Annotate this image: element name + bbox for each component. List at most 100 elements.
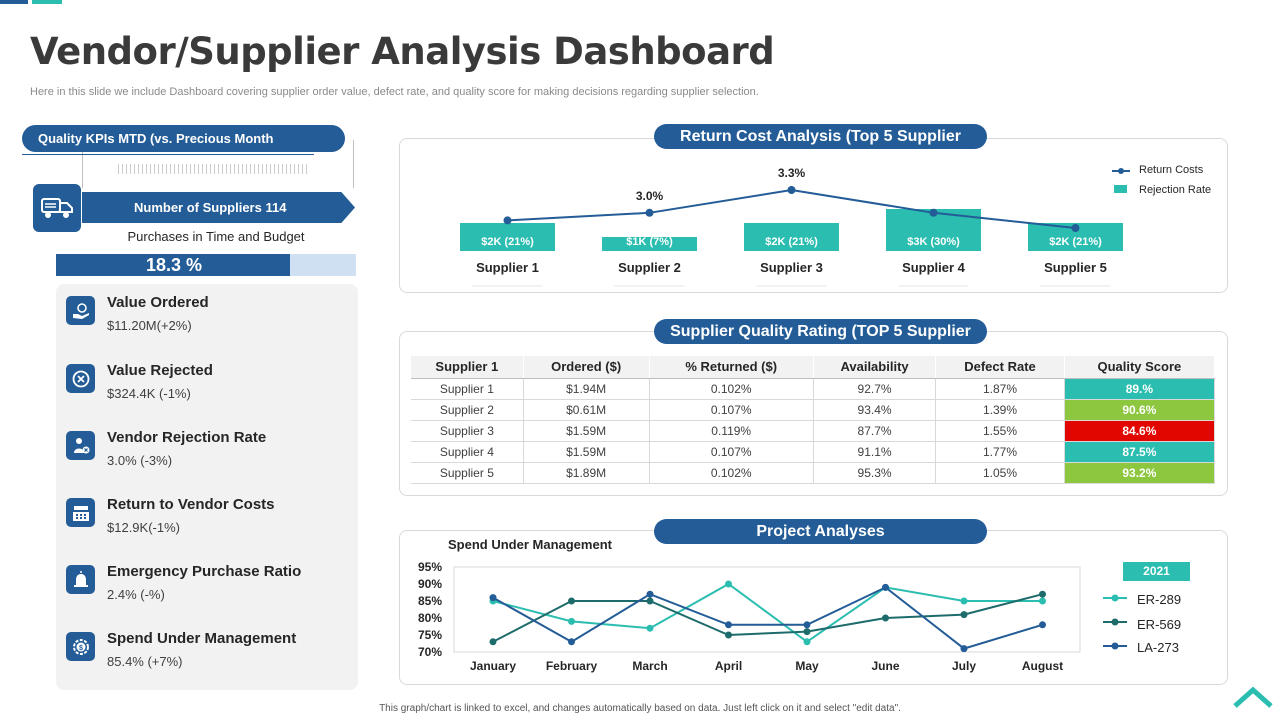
y-tick-label: 85%: [418, 594, 442, 608]
home-icon[interactable]: [1232, 684, 1274, 710]
hand-money-icon: [66, 296, 95, 325]
metrics-panel: Value Ordered $11.20M(+2%) Value Rejecte…: [56, 284, 358, 690]
footer-note: This graph/chart is linked to excel, and…: [379, 703, 901, 714]
series-line: [492, 582, 1043, 644]
series-line: [492, 586, 1043, 650]
cell-defect-rate: 1.77%: [935, 441, 1065, 463]
cell-returned: 0.102%: [649, 462, 814, 484]
return-costs-line: [507, 188, 1076, 229]
page-title: Vendor/Supplier Analysis Dashboard: [30, 30, 775, 73]
kpi-underline: [22, 154, 314, 155]
cell-quality-score: 87.5%: [1064, 441, 1216, 463]
cell-availability: 92.7%: [813, 378, 937, 400]
x-tick-label: February: [546, 659, 598, 673]
x-tick-label: March: [632, 659, 667, 673]
return-cost-title: Return Cost Analysis (Top 5 Supplier: [654, 124, 987, 149]
series-point: [646, 590, 654, 598]
rejection-rate-bar: [744, 223, 839, 251]
kpi-connector: [82, 140, 354, 188]
table-row: Supplier 3 $1.59M 0.119% 87.7% 1.55% 84.…: [411, 420, 1216, 442]
cell-quality-score: 90.6%: [1064, 399, 1216, 421]
table-row: Supplier 1 $1.94M 0.102% 92.7% 1.87% 89.…: [411, 378, 1216, 400]
series-point: [489, 594, 497, 602]
cell-returned: 0.102%: [649, 378, 814, 400]
progress-fill: [56, 254, 290, 276]
cell-quality-score: 93.2%: [1064, 462, 1216, 484]
plot-area-border: [453, 566, 1081, 653]
series-point: [568, 597, 575, 605]
legend-return-costs: Return Costs: [1139, 164, 1204, 176]
series-point: [803, 638, 811, 646]
spend-legend-marks: [1103, 594, 1127, 650]
cell-ordered: $1.59M: [523, 441, 650, 463]
cell-defect-rate: 1.55%: [935, 420, 1065, 442]
metric-vendor-rejection-rate: Vendor Rejection Rate 3.0% (-3%): [66, 429, 356, 479]
reject-circle-icon: [66, 364, 95, 393]
cell-ordered: $1.89M: [523, 462, 650, 484]
return-costs-point: [787, 186, 796, 194]
legend-la-273: LA-273: [1137, 640, 1179, 655]
column-header: Defect Rate: [935, 356, 1065, 379]
table-row: Supplier 4 $1.59M 0.107% 91.1% 1.77% 87.…: [411, 441, 1216, 463]
series-point: [882, 614, 889, 622]
table-row: Supplier 5 $1.89M 0.102% 95.3% 1.05% 93.…: [411, 462, 1216, 484]
cell-defect-rate: 1.05%: [935, 462, 1065, 484]
series-point: [568, 617, 575, 625]
cell-availability: 91.1%: [813, 441, 937, 463]
metric-spend-under-management: $ Spend Under Management 85.4% (+7%): [66, 630, 356, 680]
return-cost-card: [399, 138, 1228, 293]
table-row: Supplier 2 $0.61M 0.107% 93.4% 1.39% 90.…: [411, 399, 1216, 421]
bar-data-label: $3K (30%): [907, 236, 960, 248]
line-data-label: 3.0%: [920, 194, 948, 208]
cell-supplier: Supplier 3: [411, 420, 524, 442]
cell-ordered: $1.59M: [523, 420, 650, 442]
x-tick-label: January: [470, 659, 516, 673]
cell-ordered: $1.94M: [523, 378, 650, 400]
metric-return-to-vendor-costs: Return to Vendor Costs $12.9K(-1%): [66, 496, 356, 546]
decorative-bar-teal: [32, 0, 62, 4]
page-subtitle: Here in this slide we include Dashboard …: [30, 86, 759, 98]
return-costs-point: [929, 208, 938, 217]
column-header: Availability: [813, 356, 937, 379]
metric-value: $12.9K(-1%): [107, 520, 180, 535]
legend-marker: [1111, 642, 1119, 650]
series-point: [803, 628, 811, 636]
metric-value: 3.0% (-3%): [107, 453, 173, 468]
spend-line-chart: 95% 90% 85% 80% 75% 70% January February March Ap…: [418, 560, 1081, 673]
rejection-rate-bar: [602, 237, 697, 251]
cell-returned: 0.107%: [649, 441, 814, 463]
legend-rejection-rate: Rejection Rate: [1139, 184, 1212, 196]
y-tick-label: 95%: [418, 560, 442, 574]
metric-title: Spend Under Management: [107, 630, 297, 647]
person-reject-icon: [66, 431, 95, 460]
series-point: [1039, 590, 1046, 598]
x-tick-label: Supplier 1: [476, 260, 539, 275]
purchases-progress-bar: 18.3 %: [56, 254, 356, 276]
cell-ordered: $0.61M: [523, 399, 650, 421]
series-point: [1039, 621, 1046, 629]
metric-value-rejected: Value Rejected $324.4K (-1%): [66, 362, 356, 412]
cell-supplier: Supplier 4: [411, 441, 524, 463]
quality-rating-table: Supplier 1 Ordered ($) % Returned ($) Av…: [411, 356, 1216, 484]
dollar-gear-icon: $: [66, 632, 95, 661]
bar-data-label: $1K (7%): [626, 236, 673, 248]
metric-title: Return to Vendor Costs: [107, 496, 275, 513]
bar-data-label: $2K (21%): [1049, 236, 1102, 248]
svg-text:$: $: [79, 645, 83, 652]
series-point: [882, 583, 889, 591]
return-cost-legend-marks: [1112, 168, 1130, 193]
series-point: [960, 645, 968, 653]
cell-supplier: Supplier 5: [411, 462, 524, 484]
series-point: [725, 621, 732, 629]
x-tick-label: May: [795, 659, 819, 673]
series-point: [568, 638, 575, 646]
alarm-bell-icon: [66, 565, 95, 594]
x-tick-label: August: [1022, 659, 1063, 673]
y-tick-label: 90%: [418, 577, 442, 591]
column-header: % Returned ($): [649, 356, 814, 379]
metric-value: 85.4% (+7%): [107, 654, 183, 669]
x-tick-label: Supplier 5: [1044, 260, 1107, 275]
series-point: [803, 621, 811, 629]
return-costs-point: [1071, 224, 1080, 232]
